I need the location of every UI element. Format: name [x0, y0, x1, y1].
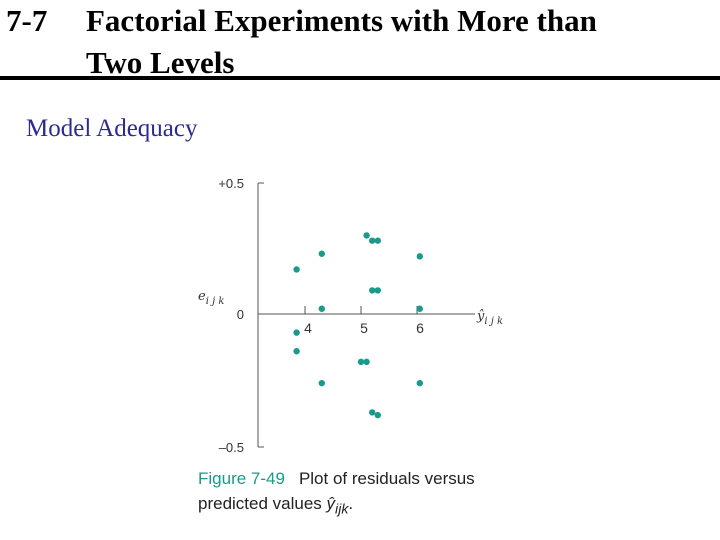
data-point — [293, 329, 300, 336]
x-axis-label: ŷi j k — [476, 309, 503, 327]
data-point — [318, 250, 325, 257]
y-ticks: +0.5 0 –0.5 — [218, 176, 264, 455]
residual-scatter-plot: +0.5 0 –0.5 4 5 6 ei j k ŷi j k — [198, 176, 503, 455]
data-points — [293, 232, 423, 419]
data-point — [374, 287, 381, 294]
figure-label: Figure 7-49 — [198, 469, 285, 488]
data-point — [369, 409, 376, 416]
data-point — [374, 411, 381, 419]
data-point — [369, 287, 376, 294]
y-tick-label: 0 — [237, 307, 244, 322]
x-tick-label: 4 — [304, 320, 312, 336]
figure-caption: Figure 7-49 Plot of residuals versus pred… — [198, 469, 475, 518]
caption-symbol: ŷijk — [326, 494, 349, 518]
data-point — [416, 253, 423, 260]
title-underline — [0, 76, 720, 80]
title-line-1: Factorial Experiments with More than — [86, 3, 597, 38]
data-point — [293, 266, 300, 273]
slide-subtitle: Model Adequacy — [26, 115, 198, 142]
data-point — [318, 379, 325, 387]
caption-text-2: predicted values — [198, 494, 322, 513]
x-tick-label: 5 — [360, 320, 368, 336]
data-point — [369, 237, 376, 244]
y-tick-label: +0.5 — [218, 176, 244, 191]
section-number: 7-7 — [6, 3, 48, 38]
data-point — [318, 305, 325, 312]
y-tick-label: –0.5 — [219, 440, 244, 455]
data-point — [374, 237, 381, 244]
caption-text-1: Plot of residuals versus — [298, 469, 475, 488]
data-point — [416, 379, 423, 387]
data-point — [357, 358, 365, 366]
data-point — [293, 348, 300, 355]
data-point — [363, 232, 370, 239]
x-tick-label: 6 — [416, 320, 424, 336]
title-line-2: Two Levels — [86, 45, 235, 80]
data-point — [363, 358, 370, 366]
y-axis-label: ei j k — [198, 289, 224, 307]
data-point — [416, 305, 423, 312]
